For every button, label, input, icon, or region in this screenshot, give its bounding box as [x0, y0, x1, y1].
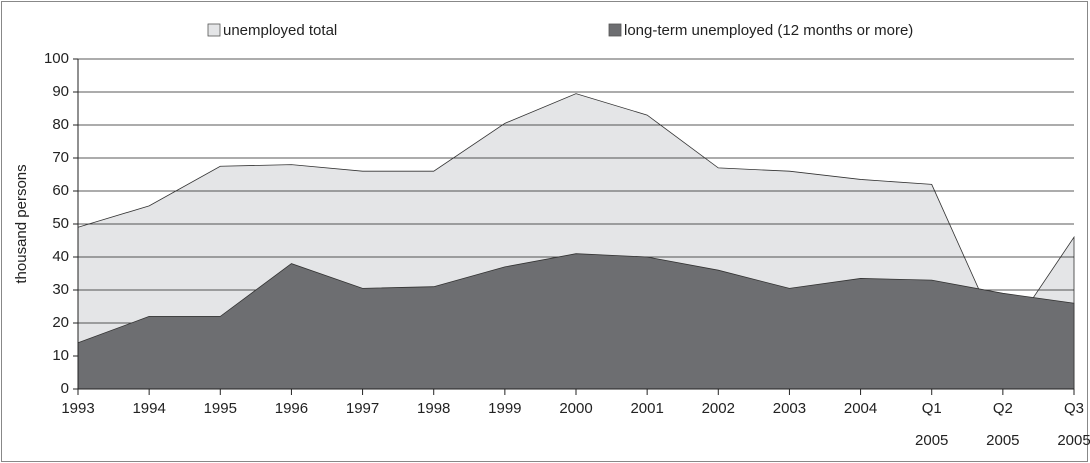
x-tick-label: 1998 [417, 400, 451, 417]
x-tick-label: 2001 [630, 400, 664, 417]
x-tick-label: 1994 [132, 400, 166, 417]
x-tick-label: 2000 [559, 400, 593, 417]
area [77, 253, 1075, 390]
y-tick-label: 30 [52, 281, 69, 298]
x-tick-label: 2002 [701, 400, 735, 417]
x-tick-label: 1995 [203, 400, 237, 417]
y-tick-label: 40 [52, 248, 69, 265]
y-tick-label: 90 [52, 83, 69, 100]
x-tick-label: Q2 2005 [986, 400, 1020, 449]
y-tick-label: 0 [61, 380, 69, 397]
y-tick-label: 100 [44, 50, 69, 67]
y-tick-label: 50 [52, 215, 69, 232]
legend-swatch [207, 23, 221, 37]
y-tick-label: 20 [52, 314, 69, 331]
x-tick-label: 1997 [345, 400, 380, 417]
x-tick-label: Q1 2005 [915, 400, 949, 449]
legend-label: unemployed total [223, 22, 337, 39]
x-tick-label: 2003 [772, 400, 807, 417]
x-tick-label: 2004 [843, 400, 878, 417]
y-axis-title: thousand persons [13, 164, 30, 283]
y-tick-label: 80 [52, 116, 69, 133]
y-tick-label: 10 [52, 347, 69, 364]
x-tick-label: 1999 [488, 400, 522, 417]
x-tick-label: 1993 [61, 400, 95, 417]
y-tick-label: 70 [52, 149, 69, 166]
legend-label: long-term unemployed (12 months or more) [624, 22, 913, 39]
legend-swatch [608, 23, 622, 37]
x-tick-label: 1996 [274, 400, 309, 417]
x-tick-label: Q3 2005 [1057, 400, 1090, 449]
y-tick-label: 60 [52, 182, 69, 199]
